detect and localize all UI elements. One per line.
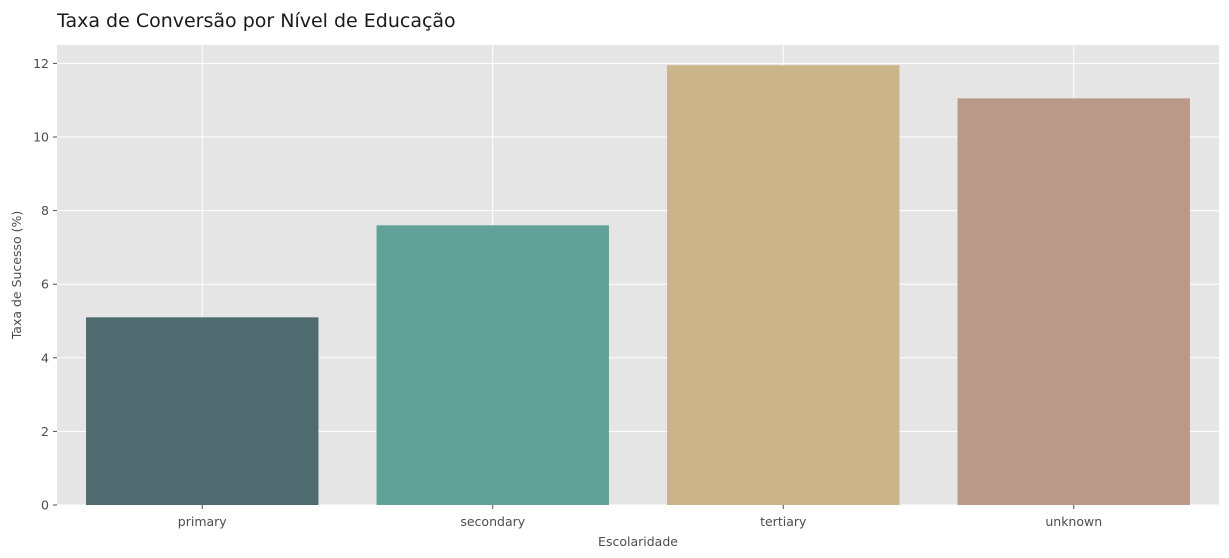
y-tick-label: 10	[33, 130, 49, 145]
y-tick-label: 2	[41, 424, 49, 439]
x-tick-label: primary	[178, 514, 228, 529]
bars	[86, 65, 1190, 506]
y-axis-label: Taxa de Sucesso (%)	[9, 211, 24, 341]
bar-tertiary	[667, 65, 900, 506]
bar-unknown	[957, 98, 1190, 506]
x-tick-label: secondary	[460, 514, 525, 529]
y-tick-label: 0	[41, 498, 49, 513]
y-tick-label: 12	[33, 56, 49, 71]
x-tick-label: tertiary	[760, 514, 807, 529]
y-axis: 0 2 4 6 8 10 12	[33, 56, 57, 513]
y-tick-label: 6	[41, 277, 49, 292]
x-axis: primary secondary tertiary unknown	[178, 505, 1102, 529]
bar-primary	[86, 317, 319, 505]
bar-secondary	[376, 225, 609, 505]
x-axis-label: Escolaridade	[598, 534, 678, 549]
y-tick-label: 4	[41, 350, 49, 365]
x-tick-label: unknown	[1045, 514, 1102, 529]
chart-title: Taxa de Conversão por Nível de Educação	[56, 10, 456, 32]
y-tick-label: 8	[41, 203, 49, 218]
